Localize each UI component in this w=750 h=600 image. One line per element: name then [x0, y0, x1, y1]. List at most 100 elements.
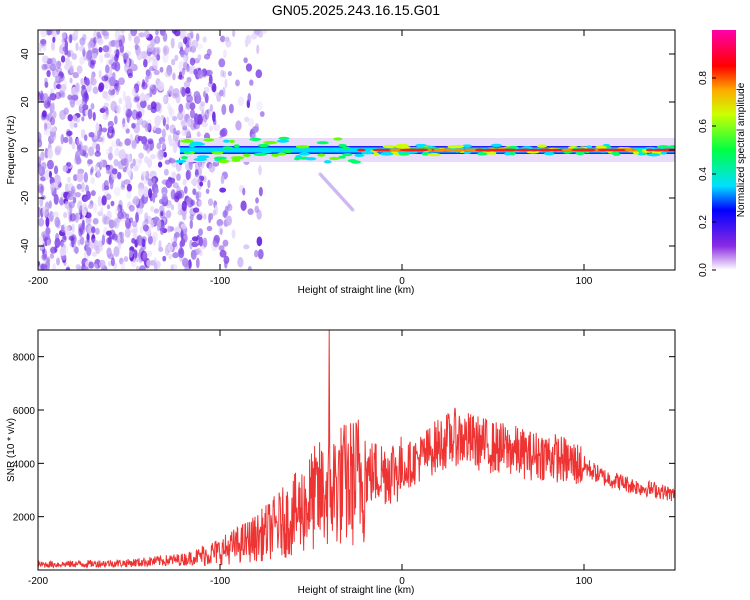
spectrogram-noise-cell [64, 200, 71, 210]
spectrogram-noise-cell [170, 37, 175, 49]
spectrogram-noise-cell [128, 204, 135, 212]
spectrogram-noise-cell [82, 48, 86, 57]
spectrogram-noise-cell [64, 39, 69, 50]
spectrogram-noise-cell [40, 30, 48, 38]
spectrogram-noise-cell [59, 196, 64, 206]
spectrogram-noise-cell [133, 165, 139, 172]
spectrogram-noise-cell [133, 231, 138, 240]
snr-panel: -200 -100 0 100 2000 4000 6000 8000 Height of s… [6, 329, 676, 596]
spectrogram-signal-cell [646, 153, 661, 157]
spectrogram-noise-cell [221, 104, 227, 115]
spectrogram-noise-cell [155, 30, 159, 36]
spectrogram-noise-cell [180, 30, 187, 38]
spectrogram-noise-cell [69, 77, 73, 84]
spectrogram-peak-cell [550, 148, 561, 152]
spectrogram-noise-cell [137, 111, 142, 119]
spectrogram-noise-cell [98, 82, 105, 92]
spectrogram-noise-cell [46, 239, 51, 246]
spectrogram-signal-cell [282, 149, 294, 153]
spectrogram-noise-cell [82, 104, 89, 111]
spectrogram-noise-cell [162, 52, 169, 63]
spectrogram-signal-cell [317, 153, 326, 157]
spectrogram-noise-cell [262, 30, 268, 34]
spectrogram-noise-cell [185, 170, 191, 181]
spectrogram-noise-cell [69, 65, 74, 74]
snr-ticks: -200 -100 0 100 2000 4000 6000 8000 [13, 330, 675, 587]
colorbar-ticks: 0.0 0.2 0.4 0.6 0.8 [698, 71, 716, 277]
spectrogram-noise-cell [133, 96, 140, 103]
spectrogram-noise-cell [133, 35, 141, 45]
spectrogram-signal-cell [382, 144, 396, 149]
spectrogram-noise-cell [74, 246, 79, 254]
spectrogram-noise-cell [75, 117, 80, 123]
spectrogram-noise-cell [168, 106, 173, 115]
spectrogram-noise-cell [126, 112, 130, 124]
spectrogram-noise-cell [235, 120, 242, 131]
spectrogram-noise-cell [56, 257, 60, 266]
spectrogram-signal-cell [462, 144, 473, 148]
spectrogram-noise-cell [56, 144, 63, 152]
spectrogram-noise-cell [43, 122, 48, 132]
spectrogram-noise-cell [183, 54, 187, 63]
spectrogram-noise-cell [55, 84, 62, 90]
spectrogram-noise-cell [71, 141, 76, 150]
spectrogram-noise-cell [104, 53, 111, 59]
spectrogram-signal-cell [350, 160, 362, 164]
spectrogram-noise-cell [49, 182, 56, 191]
spectrogram-noise-cell [216, 92, 222, 103]
spectrogram-noise-cell [193, 68, 198, 76]
spectrogram-signal-cell [230, 156, 245, 160]
spectrogram-noise-cell [184, 264, 188, 270]
spectrogram-noise-cell [146, 143, 151, 154]
spectrogram-noise-cell [171, 30, 178, 35]
spectrogram-noise-cell [180, 119, 188, 129]
spectrogram-noise-cell [116, 104, 121, 114]
spectrogram-noise-cell [131, 139, 137, 150]
spectrogram-noise-cell [74, 191, 81, 198]
spectrogram-noise-cell [91, 238, 97, 250]
spectrogram-signal-cell [633, 151, 640, 155]
spectrogram-noise-cell [107, 126, 115, 134]
spectrogram-signal-cell [361, 151, 374, 155]
snr-x-tick-label: 100 [576, 576, 593, 587]
spectrogram-noise-cell [192, 207, 200, 213]
spectrogram-noise-cell [243, 57, 248, 64]
spectrogram-noise-cell [153, 208, 160, 214]
spectrogram-noise-cell [254, 205, 259, 213]
spectrogram-noise-cell [126, 183, 132, 192]
spectrogram-x-tick-label: -100 [210, 276, 230, 287]
spectrogram-noise-cell [154, 35, 161, 44]
spectrogram-noise-cell [249, 79, 254, 86]
snr-frame [37, 329, 676, 571]
spectrogram-noise-cell [149, 153, 156, 160]
spectrogram-noise-cell [84, 77, 90, 86]
spectrogram-noise-cell [60, 239, 64, 248]
spectrogram-noise-cell [198, 200, 203, 207]
spectrogram-noise-cell [224, 36, 229, 45]
spectrogram-noise-cell [204, 53, 211, 60]
spectrogram-noise-cell [115, 88, 120, 96]
spectrogram-noise-cell [91, 251, 97, 257]
spectrogram-noise-cell [100, 206, 104, 216]
spectrogram-noise-cell [136, 102, 141, 109]
spectrogram-noise-cell [90, 166, 94, 173]
spectrogram-noise-cell [72, 196, 77, 204]
spectrogram-noise-cell [50, 130, 57, 141]
spectrogram-signal-cell [196, 155, 210, 159]
spectrogram-noise-cell [51, 102, 55, 112]
spectrogram-noise-cell [69, 120, 75, 129]
spectrogram-noise-cell [164, 159, 171, 165]
spectrogram-noise-cell [165, 123, 170, 131]
spectrogram-noise-cell [228, 103, 234, 114]
spectrogram-noise-cell [147, 250, 152, 258]
spectrogram-noise-cell [69, 98, 76, 108]
spectrogram-signal-cell [332, 148, 340, 152]
spectrogram-noise-cell [105, 193, 112, 201]
spectrogram-peak-cell [443, 148, 454, 152]
spectrogram-noise-cell [188, 39, 193, 48]
spectrogram-noise-cell [224, 78, 228, 89]
spectrogram-noise-cell [141, 50, 148, 60]
colorbar-gradient [712, 30, 736, 270]
spectrogram-noise-cell [98, 69, 102, 79]
spectrogram-peak-cell [399, 148, 415, 152]
